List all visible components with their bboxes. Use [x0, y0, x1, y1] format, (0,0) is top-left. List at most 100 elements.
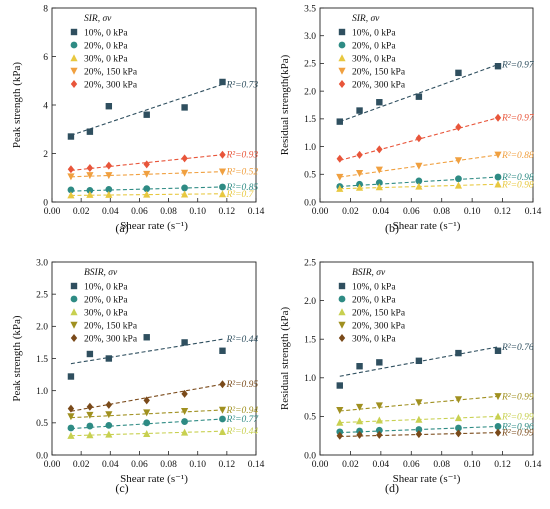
r2-label: R²=0.77	[225, 415, 259, 425]
r2-label: R²=0.76	[501, 343, 534, 353]
chart-panel-3: 0.00 0.02 0.04 0.06 0.08 0.10 0.12 0.14 0.0 0.5 1.…	[11, 258, 265, 495]
legend-marker	[70, 41, 78, 49]
data-point	[356, 430, 363, 439]
data-point	[415, 415, 423, 423]
legend-marker	[338, 321, 346, 329]
x-tick-label: 0.12	[219, 207, 236, 217]
legend-marker	[70, 334, 78, 342]
legend-entry: 20%, 150 kPa	[352, 308, 406, 318]
data-point	[494, 63, 502, 70]
data-point	[105, 411, 113, 419]
legend-entry: 30%, 0 kPa	[352, 54, 396, 64]
data-point	[105, 430, 113, 438]
data-point	[375, 183, 383, 191]
data-point	[375, 179, 383, 187]
data-point	[219, 380, 226, 389]
y-tick-label: 0.0	[304, 451, 316, 461]
x-tick-label: 0.06	[403, 207, 420, 217]
x-tick-label: 0.04	[373, 460, 390, 470]
x-tick-label: 0.10	[464, 207, 481, 217]
plot-frame	[319, 7, 534, 203]
data-point	[181, 408, 189, 416]
y-tick-label: 2	[43, 150, 48, 160]
data-point	[494, 151, 502, 159]
trend-line	[70, 186, 223, 192]
data-point	[494, 173, 502, 181]
legend-entry: 20%, 150 kPa	[352, 67, 406, 77]
legend-marker	[338, 67, 346, 75]
legend-marker	[70, 54, 78, 62]
y-axis-label: Residual strength(kPa)	[279, 54, 291, 155]
data-point	[219, 78, 226, 86]
x-tick-label: 0.02	[73, 460, 90, 470]
data-point	[415, 430, 423, 439]
data-point	[455, 429, 462, 438]
data-point	[105, 172, 113, 180]
x-tick-label: 0.04	[373, 207, 390, 217]
legend-entry: 20%, 150 kPa	[84, 67, 138, 77]
series-3: R²=0.7	[67, 190, 255, 200]
legend-marker	[338, 282, 346, 290]
data-point	[143, 111, 150, 118]
chart-panel-2: 0.00 0.02 0.04 0.06 0.08 0.10 0.12 0.14 0.0 0.5 1.…	[279, 4, 542, 235]
x-tick-label: 0.08	[160, 207, 177, 217]
y-tick-label: 2.0	[36, 323, 48, 333]
data-point	[376, 99, 383, 106]
r2-label: R²=0.94	[225, 406, 258, 416]
legend-entry: 20%, 0 kPa	[352, 295, 396, 305]
r2-label: R²=0.99	[501, 412, 534, 422]
y-tick-label: 1.5	[304, 115, 316, 125]
y-tick-label: 4	[43, 101, 48, 111]
data-point	[455, 349, 462, 357]
legend-marker	[338, 80, 346, 88]
data-point	[67, 431, 75, 439]
y-tick-label: 0.5	[36, 419, 48, 429]
x-tick-label: 0.14	[248, 460, 265, 470]
data-point	[143, 185, 151, 193]
legend-title: BSIR, σv	[84, 268, 118, 278]
data-point	[336, 418, 344, 426]
chart-panel-1: 0.00 0.02 0.04 0.06 0.08 0.10 0.12 0.14 0 2 4 6 8 She…	[11, 4, 265, 235]
data-point	[143, 160, 150, 169]
r2-label: R²=0.44	[225, 335, 258, 345]
data-point	[336, 118, 343, 125]
data-point	[494, 428, 502, 437]
data-point	[105, 190, 113, 198]
plot-frame	[51, 7, 257, 203]
series-4: R²=0.88	[336, 151, 534, 181]
data-point	[67, 413, 75, 421]
data-point	[336, 382, 343, 389]
y-axis-label: Residual strength (kPa)	[279, 307, 291, 411]
y-tick-label: 3.0	[36, 258, 48, 268]
data-point	[86, 422, 94, 430]
legend: BSIR, σv 10%, 0 kPa 20%, 0 kPa 20%, 150 kPa…	[338, 268, 406, 344]
series-2: R²=0.98	[336, 173, 534, 190]
data-point	[218, 190, 227, 198]
data-point	[218, 406, 227, 414]
x-tick-label: 0.06	[131, 460, 148, 470]
legend: SIR, σv 10%, 0 kPa 20%, 0 kPa 30%, 0 kPa 20%…	[338, 14, 406, 90]
data-point	[67, 186, 75, 194]
trend-line	[70, 154, 223, 172]
y-axis-label: Peak strength (kPa)	[11, 315, 23, 401]
series-5: R²=0.93	[67, 150, 258, 174]
x-tick-label: 0.08	[433, 460, 450, 470]
r2-label: R²=0.96	[501, 422, 534, 432]
data-point	[181, 184, 189, 192]
data-point	[454, 157, 463, 165]
data-point	[415, 134, 423, 143]
y-tick-label: 2.0	[304, 87, 316, 97]
data-point	[105, 185, 113, 193]
x-tick-label: 0.06	[131, 207, 148, 217]
data-point	[355, 169, 364, 177]
x-tick-label: 0.10	[189, 207, 206, 217]
x-axis-label: Shear rate (s⁻¹)	[393, 473, 461, 485]
legend-entry: 30%, 0 kPa	[84, 308, 128, 318]
data-point	[105, 422, 113, 429]
data-point	[336, 407, 344, 415]
data-point	[181, 104, 188, 111]
legend-marker	[70, 80, 78, 88]
data-point	[67, 404, 75, 413]
legend-entry: 20%, 300 kPa	[84, 80, 138, 90]
